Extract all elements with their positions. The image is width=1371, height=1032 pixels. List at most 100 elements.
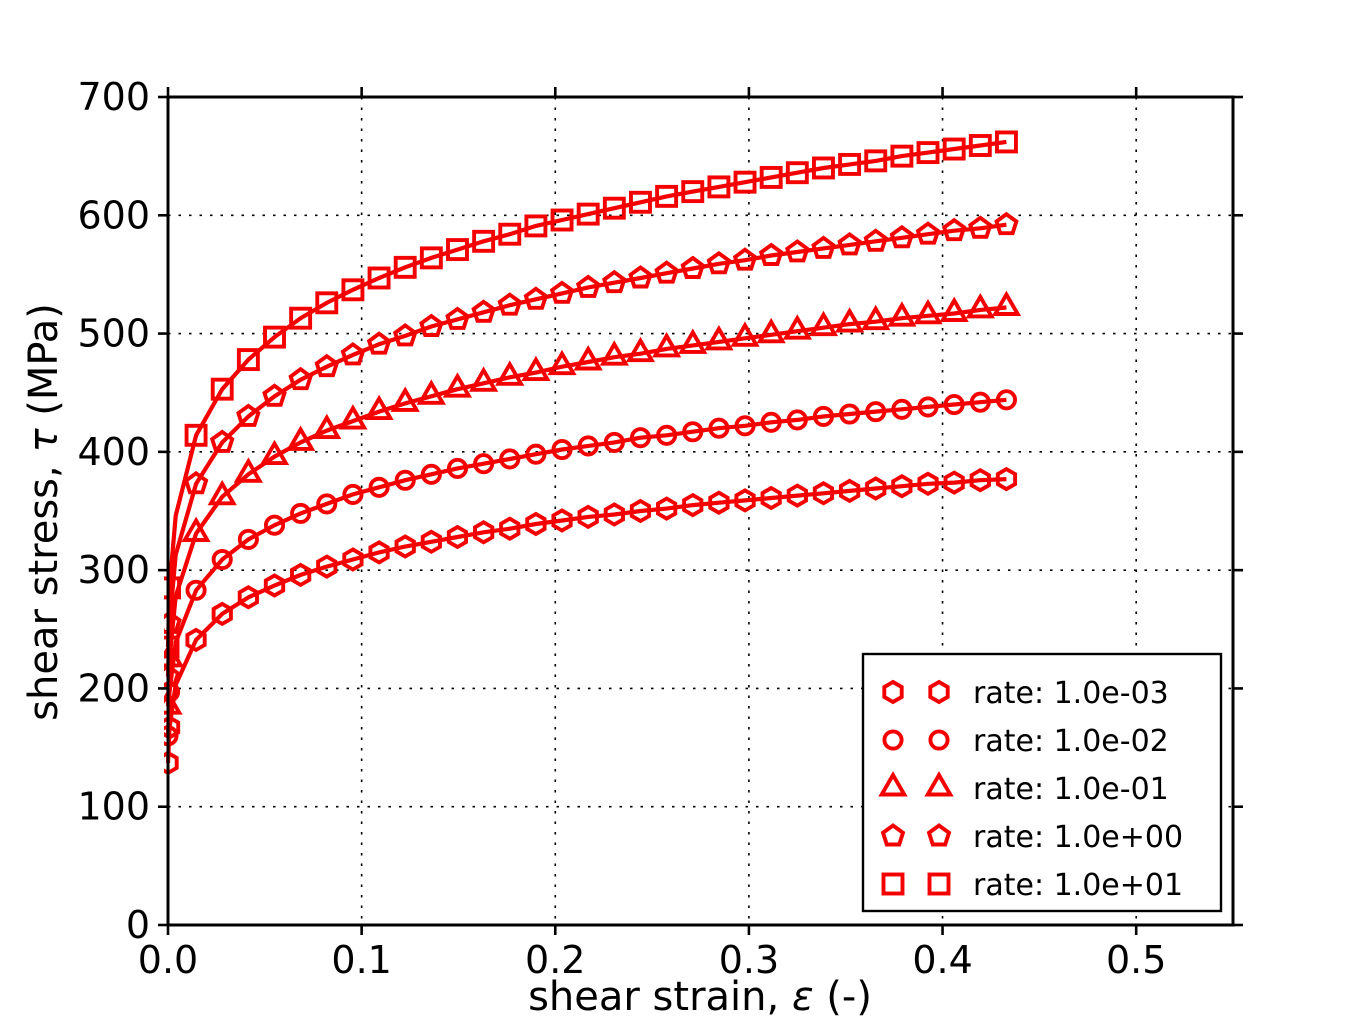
- legend-label: rate: 1.0e-01: [973, 772, 1169, 807]
- square-marker: [916, 141, 940, 165]
- pentagon-marker: [392, 322, 418, 347]
- pentagon-marker: [497, 292, 523, 316]
- legend-entry: rate: 1.0e+01: [881, 868, 1183, 903]
- square-marker: [838, 152, 862, 176]
- circle-marker: [839, 403, 861, 425]
- hexagon-marker: [185, 627, 207, 653]
- x-tick-label: 0.4: [912, 938, 972, 982]
- hexagon-marker: [446, 524, 469, 550]
- triangle-marker: [756, 317, 786, 344]
- legend-label: rate: 1.0e-02: [973, 724, 1169, 759]
- hexagon-marker: [891, 473, 913, 499]
- circle-marker: [629, 427, 652, 449]
- pentagon-marker: [863, 228, 888, 252]
- square-marker: [393, 255, 417, 279]
- x-axis-label: shear strain, ε (-): [528, 974, 872, 1020]
- hexagon-marker: [290, 562, 312, 588]
- square-marker: [550, 208, 574, 232]
- square-marker: [812, 156, 835, 180]
- pentagon-marker: [732, 247, 758, 271]
- triangle-marker: [573, 345, 603, 371]
- hexagon-marker: [865, 476, 887, 501]
- pentagon-marker: [366, 331, 392, 355]
- pentagon-marker: [236, 403, 261, 427]
- triangle-marker: [939, 296, 969, 322]
- triangle-marker: [834, 307, 865, 333]
- square-marker: [759, 165, 783, 189]
- triangle-marker: [599, 340, 629, 366]
- pentagon-marker: [575, 274, 601, 298]
- triangle-marker: [390, 386, 420, 412]
- square-marker: [315, 291, 339, 315]
- square-marker: [446, 238, 469, 262]
- square-marker: [881, 872, 905, 896]
- y-axis-label-symbol: τ: [21, 428, 67, 453]
- y-tick-label: 200: [77, 666, 150, 710]
- x-axis-label-symbol: ε: [791, 974, 814, 1020]
- hexagon-marker: [812, 481, 835, 506]
- circle-marker: [865, 401, 887, 423]
- pentagon-marker: [340, 341, 366, 366]
- hexagon-marker: [525, 511, 547, 537]
- pentagon-marker: [880, 823, 906, 847]
- circle-marker: [499, 448, 521, 470]
- hexagon-marker: [734, 488, 756, 513]
- hexagon-marker: [917, 471, 939, 497]
- hexagon-marker: [603, 502, 625, 527]
- square-marker: [210, 377, 234, 401]
- square-marker: [733, 170, 757, 194]
- pentagon-marker: [926, 823, 952, 847]
- circle-marker: [211, 548, 233, 571]
- circle-marker: [760, 411, 782, 433]
- hexagon-marker: [943, 470, 965, 495]
- hexagon-marker: [368, 540, 390, 565]
- legend: rate: 1.0e-03 rate: 1.0e-02 rate: 1.0e-01 r…: [861, 652, 1223, 913]
- pentagon-marker: [601, 269, 627, 294]
- circle-marker: [682, 421, 704, 443]
- triangle-marker: [207, 479, 237, 506]
- square-marker: [994, 130, 1018, 154]
- pentagon-marker: [941, 217, 967, 242]
- triangle-marker: [416, 379, 446, 405]
- circle-marker: [316, 493, 338, 515]
- legend-entry: rate: 1.0e-03: [882, 676, 1169, 711]
- circle-marker: [708, 417, 730, 439]
- pentagon-marker: [994, 211, 1019, 236]
- circle-marker: [917, 396, 939, 418]
- triangle-marker: [469, 366, 499, 392]
- circle-marker: [368, 476, 390, 498]
- x-axis-label-suffix: (-): [813, 974, 872, 1020]
- pentagon-marker: [628, 265, 653, 289]
- pentagon-marker: [889, 224, 915, 249]
- pentagon-marker: [262, 383, 287, 407]
- pentagon-marker: [288, 366, 313, 391]
- triangle-marker: [181, 516, 211, 542]
- legend-box: [861, 652, 1223, 913]
- triangle-marker: [878, 771, 908, 797]
- legend-label: rate: 1.0e+01: [973, 868, 1183, 903]
- hexagon-marker: [928, 679, 950, 705]
- hexagon-marker: [577, 504, 599, 530]
- pentagon-marker: [706, 250, 732, 275]
- triangle-marker: [547, 349, 577, 376]
- series-layer: [164, 130, 1022, 776]
- hexagon-marker: [211, 601, 233, 627]
- triangle-marker: [286, 425, 316, 451]
- series-pentagon: [164, 211, 1019, 688]
- hexagon-marker: [995, 466, 1018, 492]
- triangle-marker: [521, 355, 551, 382]
- triangle-marker: [652, 331, 682, 358]
- series-square: [164, 130, 1018, 659]
- square-marker: [498, 222, 522, 246]
- triangle-marker: [259, 439, 290, 466]
- circle-marker: [185, 579, 207, 601]
- square-marker: [707, 175, 731, 199]
- square-marker: [341, 278, 365, 302]
- circle-marker: [943, 393, 965, 416]
- legend-label: rate: 1.0e+00: [973, 820, 1183, 855]
- y-axis-label: shear stress, τ (MPa): [21, 303, 67, 721]
- hexagon-marker: [420, 529, 442, 555]
- pentagon-marker: [419, 313, 444, 337]
- x-tick-label: 0.1: [331, 938, 391, 982]
